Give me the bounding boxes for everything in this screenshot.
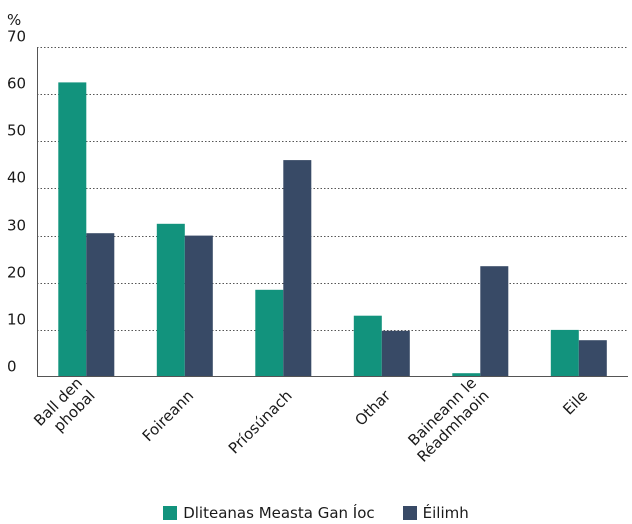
y-tick-label: 50 bbox=[7, 122, 26, 140]
category-label: Príosúnach bbox=[225, 387, 296, 458]
y-tick-label: 70 bbox=[7, 28, 26, 46]
y-tick-label: 0 bbox=[7, 358, 17, 376]
category-label-line: Eile bbox=[559, 387, 591, 419]
category-label: Othar bbox=[351, 386, 394, 429]
category-label: Eile bbox=[559, 387, 591, 419]
y-tick-labels: 0 10 20 30 40 50 60 70 bbox=[7, 28, 26, 376]
y-tick-label: 10 bbox=[7, 311, 26, 329]
bar-series-1 bbox=[156, 223, 185, 377]
bar-series-1 bbox=[58, 82, 87, 378]
category-label-line: Othar bbox=[351, 386, 394, 429]
y-tick-label: 30 bbox=[7, 217, 26, 235]
bar-series-1 bbox=[452, 373, 481, 377]
legend-item-series-2: Éilimh bbox=[402, 504, 469, 522]
category-label-line: Foireann bbox=[139, 387, 197, 445]
y-tick-label: 20 bbox=[7, 264, 26, 282]
bar-series-2 bbox=[86, 233, 115, 377]
bar-series-2 bbox=[578, 340, 607, 377]
bar-series-2 bbox=[184, 235, 213, 377]
gridlines bbox=[37, 47, 628, 331]
y-tick-label: 40 bbox=[7, 169, 26, 187]
legend-item-series-1: Dliteanas Measta Gan Íoc bbox=[163, 504, 375, 522]
legend-label-series-1: Dliteanas Measta Gan Íoc bbox=[183, 504, 375, 522]
bar-series-1 bbox=[550, 329, 579, 377]
category-label-line: Príosúnach bbox=[225, 387, 296, 458]
bar-series-2 bbox=[283, 160, 312, 377]
y-tick-label: 60 bbox=[7, 75, 26, 93]
bar-series-2 bbox=[381, 330, 410, 377]
bar-series-2 bbox=[480, 266, 509, 377]
bars bbox=[58, 82, 607, 378]
y-axis-label: % bbox=[7, 11, 21, 29]
legend: Dliteanas Measta Gan Íoc Éilimh bbox=[0, 504, 632, 522]
bar-series-1 bbox=[353, 315, 382, 377]
category-label: Foireann bbox=[139, 387, 197, 445]
legend-swatch-series-2 bbox=[402, 506, 417, 520]
bar-series-1 bbox=[255, 289, 284, 377]
legend-label-series-2: Éilimh bbox=[422, 504, 469, 522]
legend-swatch-series-1 bbox=[163, 506, 178, 520]
